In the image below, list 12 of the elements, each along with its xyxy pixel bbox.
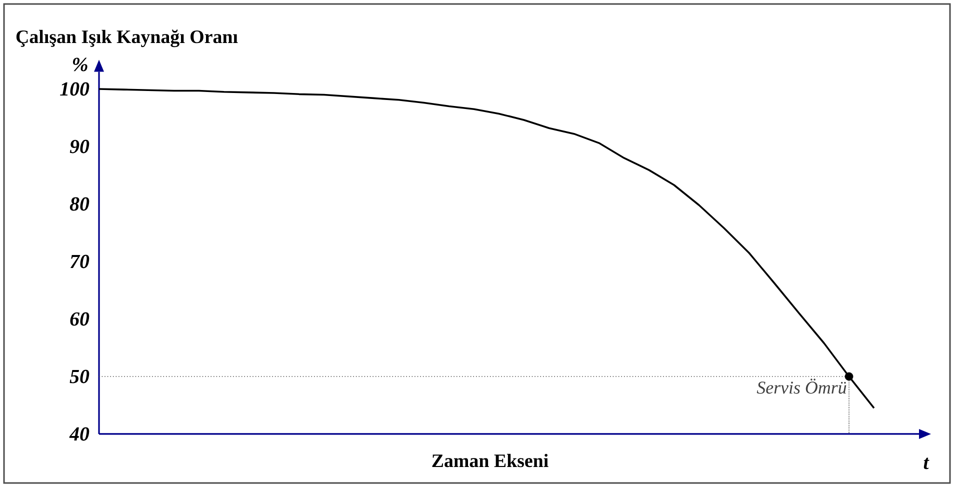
y-tick-label: 40 [69, 427, 90, 441]
text: % [72, 58, 88, 72]
y-tick-label: 80 [70, 197, 90, 211]
y-tick-label: 70 [70, 254, 90, 268]
y-tick-label: 100 [60, 82, 90, 96]
x-axis-title: Zaman Ekseni [432, 454, 548, 468]
y-tick-label: 60 [70, 312, 90, 326]
y-axis-title: Çalışan Işık Kaynağı Oranı [16, 30, 238, 48]
y-tick-label: 90 [70, 140, 90, 154]
annotation: Servis Ömrü [756, 378, 846, 394]
text: t [924, 458, 930, 470]
y-tick-label: 50 [70, 370, 90, 384]
